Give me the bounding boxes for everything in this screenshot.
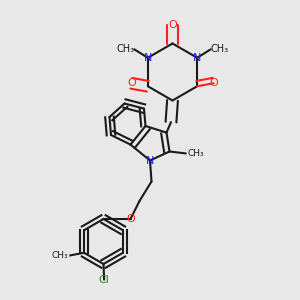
Text: N: N [146, 155, 154, 166]
Text: CH₃: CH₃ [188, 149, 204, 158]
Text: N: N [193, 53, 201, 63]
Text: CH₃: CH₃ [52, 251, 68, 260]
Text: Cl: Cl [99, 274, 110, 285]
Text: O: O [127, 78, 136, 88]
Text: N: N [144, 53, 152, 63]
Text: O: O [168, 20, 177, 30]
Text: O: O [126, 214, 135, 224]
Text: O: O [209, 78, 218, 88]
Text: CH₃: CH₃ [116, 44, 134, 54]
Text: CH₃: CH₃ [211, 44, 229, 54]
